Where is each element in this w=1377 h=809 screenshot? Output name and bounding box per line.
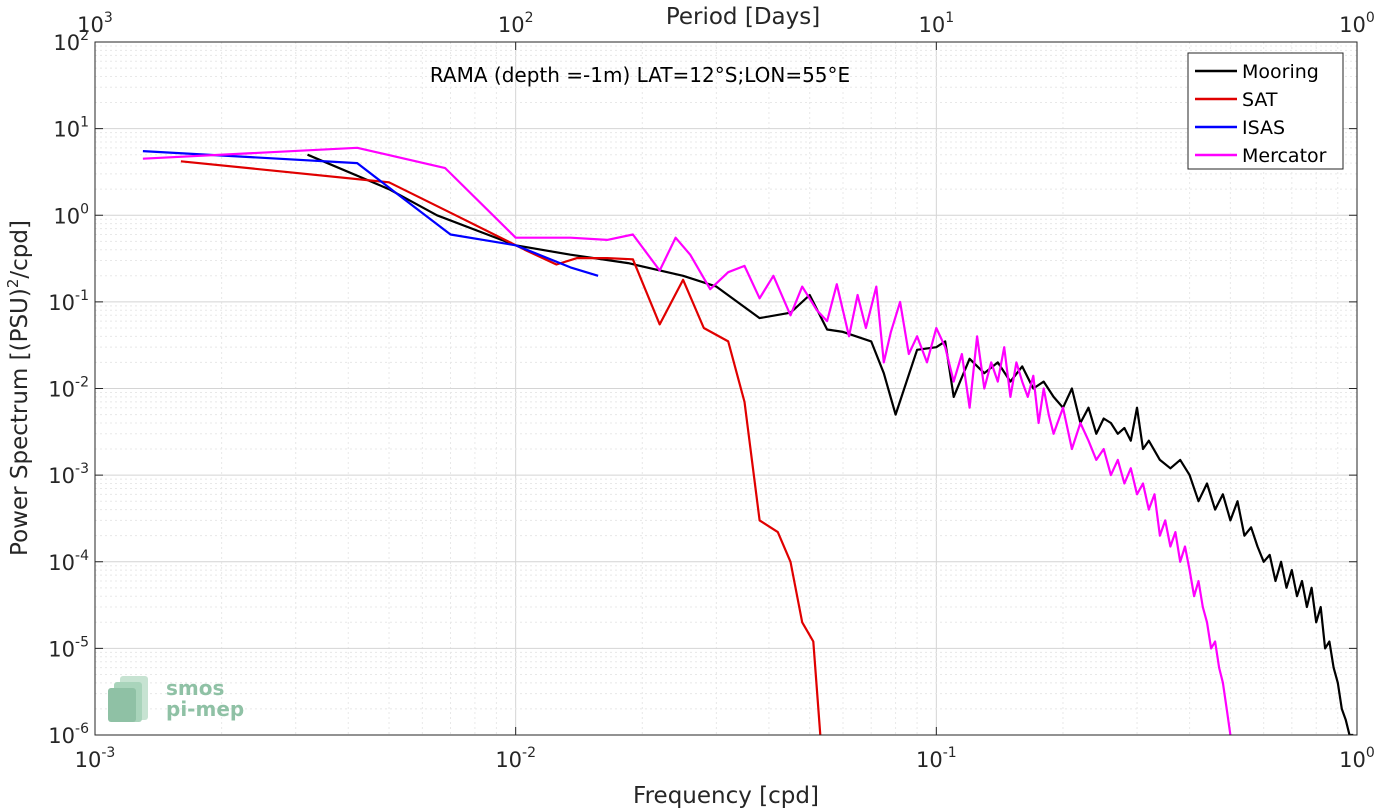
y-tick-label: 10-2: [48, 375, 89, 402]
legend-label-mooring: Mooring: [1242, 61, 1319, 83]
y-tick-label: 10-3: [48, 461, 89, 488]
y-tick-label: 10-6: [48, 721, 89, 748]
chart-title: RAMA (depth =-1m) LAT=12°S;LON=55°E: [430, 63, 850, 87]
logo-line1: smos: [166, 676, 224, 700]
x-tick-label: 100: [1339, 745, 1375, 772]
top-tick-label: 102: [498, 10, 534, 37]
series-line-mercator: [142, 146, 1232, 735]
series-line-isas: [142, 150, 599, 277]
legend-label-mercator: Mercator: [1242, 145, 1327, 167]
top-tick-label: 103: [77, 10, 113, 37]
legend-box: [1187, 52, 1344, 170]
legend-label-isas: ISAS: [1242, 117, 1285, 139]
top-tick-label: 100: [1339, 10, 1375, 37]
logo-line2: pi-mep: [166, 697, 244, 721]
x-tick-label: 10-1: [916, 745, 957, 772]
x-tick-label: 10-2: [495, 745, 536, 772]
y-axis-title-sup: 2: [4, 279, 22, 289]
y-axis-title: Power Spectrum [(PSU)2/cpd]: [4, 220, 33, 556]
logo-mark-icon: [108, 676, 148, 722]
x-tick-label: 10-3: [75, 745, 116, 772]
y-tick-label: 10-4: [48, 548, 89, 575]
smos-pi-mep-logo: smos pi-mep: [108, 676, 244, 722]
y-tick-label: 10-5: [48, 634, 89, 661]
top-axis-title: Period [Days]: [666, 4, 820, 30]
y-axis-title-tail: /cpd]: [7, 220, 33, 279]
y-axis-title-main: Power Spectrum [(PSU): [7, 288, 33, 556]
y-tick-label: 100: [53, 201, 89, 228]
x-axis-title: Frequency [cpd]: [633, 783, 819, 809]
legend: Mooring SAT ISAS Mercator: [1187, 52, 1344, 170]
y-tick-label: 101: [53, 115, 89, 142]
y-tick-label: 10-1: [48, 288, 89, 315]
legend-label-sat: SAT: [1242, 89, 1278, 111]
y-tick-label: 102: [53, 28, 89, 55]
top-tick-label: 101: [919, 10, 955, 37]
series-lines: [142, 146, 1354, 735]
